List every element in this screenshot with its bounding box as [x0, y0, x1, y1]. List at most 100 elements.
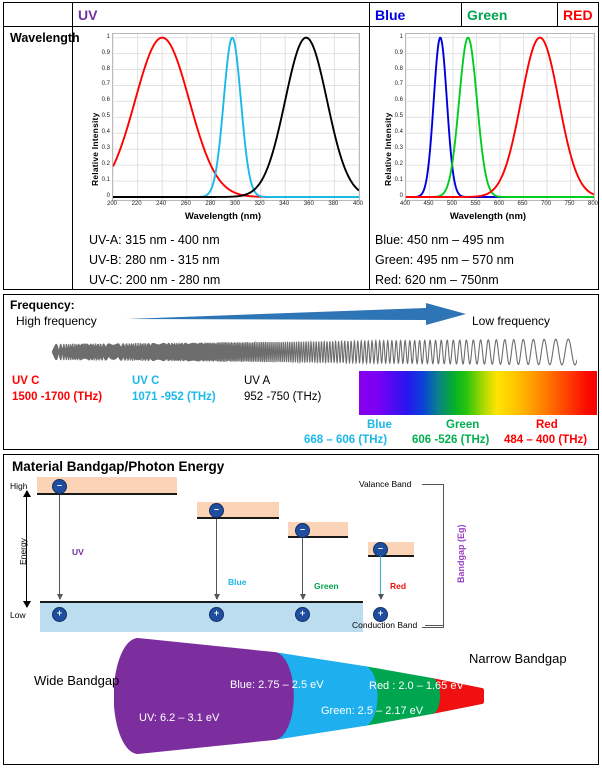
narrow-bandgap-label: Narrow Bandgap [469, 651, 567, 666]
photon-label-uv: UV [72, 547, 84, 557]
header-cell-blank [4, 3, 72, 26]
y-tick-label: 0.6 [394, 97, 403, 104]
frequency-arrow-icon [126, 303, 466, 325]
y-tick-label: 0.7 [394, 81, 403, 88]
y-tick-label: 0.8 [101, 65, 110, 72]
vis-band-value: 484 – 400 (THz) [504, 434, 588, 446]
visible-legend-item: Red: 620 nm – 750nm [375, 273, 499, 287]
uv-chart-ylabel: Relative Intensity [90, 112, 100, 186]
recombination-arrow-uv [56, 495, 63, 600]
electron-blue: – [209, 503, 224, 518]
body-divider-mid [369, 27, 370, 290]
frequency-panel: Frequency: High frequency Low frequency … [3, 294, 599, 450]
energy-axis [23, 490, 31, 608]
vis-band-name: Green [446, 419, 480, 431]
y-tick-label: 0.5 [101, 113, 110, 120]
valence-band-line-red [368, 555, 414, 557]
x-tick-label: 380 [328, 201, 339, 207]
hole-blue: + [209, 607, 224, 622]
x-tick-label: 400 [352, 201, 364, 207]
hole-uv: + [52, 607, 67, 622]
vis-band-value: 606 -526 (THz) [412, 434, 490, 446]
cone-value-uv: UV: 6.2 – 3.1 eV [139, 712, 220, 724]
x-tick-label: 400 [399, 201, 411, 207]
y-tick-label: 0.1 [394, 177, 403, 184]
y-tick-label: 0.4 [394, 129, 403, 136]
cone-value-green: Green: 2.5 – 2.17 eV [321, 705, 424, 717]
valence-band-line-green [288, 536, 348, 538]
header-cell-uv: UV [78, 6, 98, 23]
hole-red: + [373, 607, 388, 622]
y-tick-label: 0 [399, 193, 403, 199]
x-tick-label: 700 [540, 201, 552, 207]
x-tick-label: 300 [229, 201, 241, 207]
y-tick-label: 1 [106, 33, 110, 40]
photon-label-red: Red [390, 581, 407, 591]
uv-chart-xlabel: Wavelength (nm) [184, 211, 262, 222]
axis-high-label: High [10, 481, 28, 491]
conduction-band-leader [425, 625, 443, 626]
y-tick-label: 0.8 [394, 65, 403, 72]
uv-band-name: UV C [12, 375, 40, 387]
bandgap-cone [114, 638, 484, 754]
axis-energy-label: Energy [18, 538, 28, 565]
y-tick-label: 0.3 [101, 145, 110, 152]
bandgap-brace [422, 484, 444, 628]
x-tick-label: 800 [587, 201, 599, 207]
visible-chart-xlabel: Wavelength (nm) [449, 211, 527, 222]
visible-spectrum-bar [359, 371, 597, 415]
visible-chart-plot [405, 33, 595, 201]
low-frequency-label: Low frequency [472, 314, 551, 328]
y-tick-label: 0.2 [394, 161, 403, 168]
vis-band-value: 668 – 606 (THz) [304, 434, 388, 446]
header-divider-3 [461, 3, 462, 27]
uv-band-name: UV A [244, 375, 271, 387]
x-tick-label: 220 [131, 201, 142, 207]
wavelength-panel: UV Blue Green RED Wavelength Relative In… [3, 2, 599, 290]
cone-segment-uv [114, 638, 294, 754]
uv-chart: Relative Intensity Wavelength (nm) 200 22… [82, 31, 364, 227]
conduction-band-line [40, 601, 363, 603]
y-tick-label: 0.9 [394, 49, 403, 56]
cone-value-red: Red : 2.0 – 1.65 eV [369, 680, 464, 692]
header-cell-green: Green [467, 6, 508, 23]
bandgap-brace-label: Bandgap (Eg) [456, 524, 466, 584]
y-tick-label: 0 [106, 193, 110, 199]
uv-legend-item: UV-A: 315 nm - 400 nm [89, 233, 220, 247]
electron-red: – [373, 542, 388, 557]
y-tick-label: 1 [399, 33, 403, 40]
body-divider-left [72, 27, 73, 290]
wide-bandgap-label: Wide Bandgap [34, 673, 120, 688]
x-tick-label: 260 [180, 201, 191, 207]
x-tick-label: 600 [493, 201, 505, 207]
photon-label-blue: Blue [228, 577, 247, 587]
conduction-band-label: Conduction Band [352, 620, 418, 630]
x-tick-label: 550 [470, 201, 481, 207]
header-divider-4 [557, 3, 558, 27]
table-header-row: UV Blue Green RED [4, 3, 598, 27]
uv-band-value: 1071 -952 (THz) [132, 391, 216, 403]
x-tick-label: 650 [517, 201, 528, 207]
visible-chart-ylabel: Relative Intensity [383, 112, 393, 186]
axis-low-label: Low [10, 610, 26, 620]
uv-chart-plot [112, 33, 360, 201]
photon-label-green: Green [314, 581, 339, 591]
uv-band-name: UV C [132, 375, 160, 387]
y-tick-label: 0.5 [394, 113, 403, 120]
valence-band-line-uv [37, 493, 177, 495]
y-tick-label: 0.9 [101, 49, 110, 56]
valence-band-uv [37, 477, 177, 493]
visible-legend-item: Green: 495 nm – 570 nm [375, 253, 514, 267]
high-frequency-label: High frequency [16, 314, 97, 328]
header-cell-blue: Blue [375, 6, 406, 23]
bandgap-panel: Material Bandgap/Photon Energy High Ener… [3, 454, 599, 765]
y-tick-label: 0.1 [101, 177, 110, 184]
x-tick-label: 450 [423, 201, 434, 207]
bandgap-title: Material Bandgap/Photon Energy [12, 459, 225, 474]
x-tick-label: 320 [254, 201, 265, 207]
frequency-title: Frequency: [10, 298, 75, 312]
x-tick-label: 240 [156, 201, 167, 207]
vis-band-name: Red [536, 419, 558, 431]
y-tick-label: 0.7 [101, 81, 110, 88]
